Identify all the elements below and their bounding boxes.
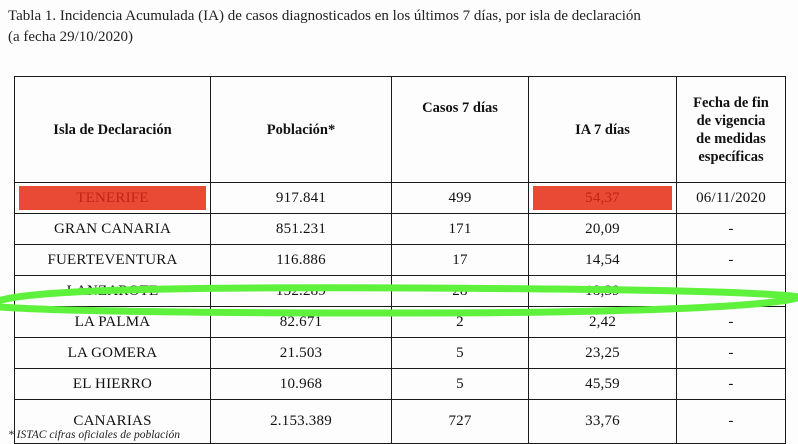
cell-ia: 2,42: [528, 306, 677, 338]
cell-ia: 23,25: [528, 337, 677, 369]
cell-ia: 45,59: [528, 368, 677, 400]
cell-poblacion: 917.841: [210, 182, 392, 214]
highlight-fill: [19, 186, 206, 210]
cell-casos: 5: [391, 368, 529, 400]
cell-fecha: -: [676, 244, 786, 276]
cell-isla: LA GOMERA: [14, 337, 211, 369]
cell-isla: CANARIAS: [14, 399, 211, 444]
header-fecha-line-1: Fecha de fin: [693, 94, 769, 111]
table-row-total: CANARIAS 2.153.389 727 33,76 -: [14, 399, 786, 444]
cell-fecha: -: [676, 275, 786, 307]
table-row: EL HIERRO 10.968 5 45,59 -: [14, 368, 786, 400]
cell-casos: 727: [391, 399, 529, 444]
cell-fecha: -: [676, 368, 786, 400]
cell-casos: 5: [391, 337, 529, 369]
table-row: FUERTEVENTURA 116.886 17 14,54 -: [14, 244, 786, 276]
cell-isla: FUERTEVENTURA: [14, 244, 211, 276]
cell-poblacion: 116.886: [210, 244, 392, 276]
cell-isla: TENERIFE: [14, 182, 211, 214]
cell-fecha: -: [676, 399, 786, 444]
cell-casos: 28: [391, 275, 529, 307]
footnote: * ISTAC cifras oficiales de población: [8, 429, 180, 441]
cell-fecha: -: [676, 337, 786, 369]
table-row: LANZAROTE 152.289 28 18,39 -: [14, 275, 786, 307]
header-fecha-line-2: de vigencia: [696, 112, 766, 129]
cell-casos: 2: [391, 306, 529, 338]
cell-poblacion: 2.153.389: [210, 399, 392, 444]
cell-ia: 20,09: [528, 213, 677, 245]
cell-ia: 54,37: [528, 182, 677, 214]
table-row: TENERIFE 917.841 499 54,37 06/11/2020: [14, 182, 786, 214]
cell-fecha: 06/11/2020: [676, 182, 786, 214]
cell-casos: 171: [391, 213, 529, 245]
header-fecha: Fecha de fin de vigencia de medidas espe…: [676, 76, 786, 183]
cell-ia: 14,54: [528, 244, 677, 276]
cell-isla: GRAN CANARIA: [14, 213, 211, 245]
cell-fecha: -: [676, 306, 786, 338]
cell-poblacion: 21.503: [210, 337, 392, 369]
cell-poblacion: 82.671: [210, 306, 392, 338]
cell-ia-text: 54,37: [585, 189, 620, 206]
header-fecha-line-4: específicas: [698, 148, 764, 165]
cell-isla: LANZAROTE: [14, 275, 211, 307]
table-row: LA GOMERA 21.503 5 23,25 -: [14, 337, 786, 369]
caption-line-2: (a fecha 29/10/2020): [8, 29, 133, 45]
table-row: GRAN CANARIA 851.231 171 20,09 -: [14, 213, 786, 245]
cell-ia: 18,39: [528, 275, 677, 307]
highlight-fill: [533, 186, 672, 210]
header-isla: Isla de Declaración: [14, 76, 211, 183]
cell-isla: EL HIERRO: [14, 368, 211, 400]
cell-ia: 33,76: [528, 399, 677, 444]
table-caption: Tabla 1. Incidencia Acumulada (IA) de ca…: [8, 6, 788, 48]
header-fecha-line-3: de medidas: [696, 130, 766, 147]
header-poblacion: Población*: [210, 76, 392, 183]
cell-isla: LA PALMA: [14, 306, 211, 338]
cell-casos: 499: [391, 182, 529, 214]
cell-fecha: -: [676, 213, 786, 245]
incidence-table: Isla de Declaración Población* Casos 7 d…: [14, 76, 786, 444]
table-row: LA PALMA 82.671 2 2,42 -: [14, 306, 786, 338]
header-casos: Casos 7 días: [391, 76, 529, 183]
cell-casos: 17: [391, 244, 529, 276]
header-ia: IA 7 días: [528, 76, 677, 183]
cell-isla-text: TENERIFE: [76, 189, 149, 206]
header-row: Isla de Declaración Población* Casos 7 d…: [14, 76, 786, 183]
cell-poblacion: 10.968: [210, 368, 392, 400]
cell-poblacion: 152.289: [210, 275, 392, 307]
caption-line-1: Tabla 1. Incidencia Acumulada (IA) de ca…: [8, 8, 641, 24]
cell-poblacion: 851.231: [210, 213, 392, 245]
